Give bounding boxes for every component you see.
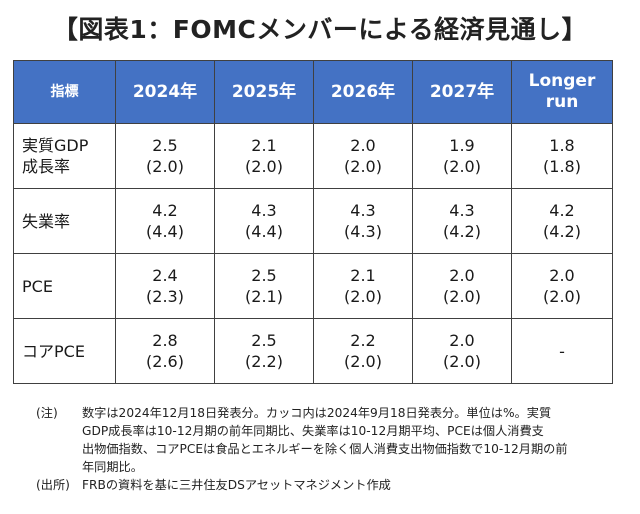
previous-projection-value: (2.0) xyxy=(443,352,481,371)
table-row: コアPCE 2.8 (2.6) 2.5 (2.2) 2.2 (2.0) 2.0 (2.0) - xyxy=(13,318,613,384)
fomc-projection-table: 指標 2024年 2025年 2026年 2027年 Longer run 実質… xyxy=(13,60,613,384)
projection-value: 2.4 xyxy=(152,266,178,285)
header-longer-run-line: run xyxy=(545,92,579,112)
previous-projection-value: (4.3) xyxy=(344,222,382,241)
projection-value: 2.0 xyxy=(350,136,376,155)
row-label: 失業率 xyxy=(13,188,116,254)
row-label-line: PCE xyxy=(22,276,53,296)
row-label-line: 失業率 xyxy=(22,211,71,231)
table-cell: 2.5 (2.0) xyxy=(115,123,215,189)
table-row: 実質GDP 成長率 2.5 (2.0) 2.1 (2.0) 2.0 (2.0) 1.9 (2.0)… xyxy=(13,123,613,189)
header-2026: 2026年 xyxy=(313,60,413,124)
projection-value: 4.2 xyxy=(152,201,178,220)
header-longer-run: Longer run xyxy=(511,60,613,124)
previous-projection-value: (4.2) xyxy=(543,222,581,241)
note-body: 数字は2024年12月18日発表分。カッコ内は2024年9月18日発表分。単位は… xyxy=(82,404,626,476)
table-cell: 2.4 (2.3) xyxy=(115,253,215,319)
table-cell: 4.2 (4.2) xyxy=(511,188,613,254)
projection-value: 2.2 xyxy=(350,331,376,350)
previous-projection-value: (2.0) xyxy=(543,287,581,306)
table-header-row: 指標 2024年 2025年 2026年 2027年 Longer run xyxy=(13,60,613,124)
table-cell: - xyxy=(511,318,613,384)
note-line: 数字は2024年12月18日発表分。カッコ内は2024年9月18日発表分。単位は… xyxy=(82,406,552,420)
row-label-line: 実質GDP xyxy=(22,136,89,155)
row-label: 実質GDP 成長率 xyxy=(13,123,116,189)
table-cell: 2.5 (2.2) xyxy=(214,318,314,384)
table-cell: 2.0 (2.0) xyxy=(412,253,512,319)
header-indicator: 指標 xyxy=(13,60,116,124)
projection-value: 4.2 xyxy=(549,201,575,220)
projection-value: 2.0 xyxy=(549,266,575,285)
projection-value: 4.3 xyxy=(251,201,277,220)
figure-title: 【図表1：FOMCメンバーによる経済見通し】 xyxy=(52,15,588,44)
projection-value: 2.0 xyxy=(449,266,475,285)
table-row: PCE 2.4 (2.3) 2.5 (2.1) 2.1 (2.0) 2.0 (2.0) 2.0 (2… xyxy=(13,253,613,319)
header-2027: 2027年 xyxy=(412,60,512,124)
previous-projection-value: (2.0) xyxy=(443,287,481,306)
table-cell: 4.3 (4.3) xyxy=(313,188,413,254)
table-cell: 2.1 (2.0) xyxy=(313,253,413,319)
row-label-line: 成長率 xyxy=(22,157,71,176)
projection-value: 1.8 xyxy=(549,136,575,155)
footnotes: (注) 数字は2024年12月18日発表分。カッコ内は2024年9月18日発表分… xyxy=(36,404,626,494)
table-cell: 4.2 (4.4) xyxy=(115,188,215,254)
projection-value: 2.5 xyxy=(251,331,277,350)
previous-projection-value: (1.8) xyxy=(543,157,581,176)
table-cell: 1.9 (2.0) xyxy=(412,123,512,189)
projection-value: 2.0 xyxy=(449,331,475,350)
projection-value: 2.1 xyxy=(251,136,277,155)
table-cell: 2.5 (2.1) xyxy=(214,253,314,319)
projection-value: 2.5 xyxy=(251,266,277,285)
table-cell: 4.3 (4.2) xyxy=(412,188,512,254)
table-cell: 2.0 (2.0) xyxy=(313,123,413,189)
note-line: GDP成長率は10-12月期の前年同期比、失業率は10-12月期平均、PCEは個… xyxy=(82,424,544,438)
previous-projection-value: (2.0) xyxy=(443,157,481,176)
note-line: 出物価指数、コアPCEは食品とエネルギーを除く個人消費支出物価指数で10-12月… xyxy=(82,442,568,456)
table-cell: 2.0 (2.0) xyxy=(511,253,613,319)
projection-value: - xyxy=(559,341,565,361)
previous-projection-value: (2.3) xyxy=(146,287,184,306)
previous-projection-value: (4.2) xyxy=(443,222,481,241)
source-head: (出所) xyxy=(36,478,70,492)
previous-projection-value: (2.0) xyxy=(245,157,283,176)
previous-projection-value: (2.0) xyxy=(344,157,382,176)
projection-value: 2.1 xyxy=(350,266,376,285)
previous-projection-value: (2.1) xyxy=(245,287,283,306)
table-row: 失業率 4.2 (4.4) 4.3 (4.4) 4.3 (4.3) 4.3 (4.2) 4.2 (4… xyxy=(13,188,613,254)
projection-value: 1.9 xyxy=(449,136,475,155)
projection-value: 4.3 xyxy=(449,201,475,220)
projection-value: 4.3 xyxy=(350,201,376,220)
previous-projection-value: (2.6) xyxy=(146,352,184,371)
note-head: (注) xyxy=(36,406,58,420)
table-cell: 4.3 (4.4) xyxy=(214,188,314,254)
table-cell: 2.2 (2.0) xyxy=(313,318,413,384)
table-cell: 2.8 (2.6) xyxy=(115,318,215,384)
header-2024: 2024年 xyxy=(115,60,215,124)
table-cell: 2.1 (2.0) xyxy=(214,123,314,189)
previous-projection-value: (2.2) xyxy=(245,352,283,371)
row-label: PCE xyxy=(13,253,116,319)
header-2025: 2025年 xyxy=(214,60,314,124)
row-label: コアPCE xyxy=(13,318,116,384)
previous-projection-value: (2.0) xyxy=(344,352,382,371)
table-cell: 2.0 (2.0) xyxy=(412,318,512,384)
source-row: (出所) FRBの資料を基に三井住友DSアセットマネジメント作成 xyxy=(36,476,626,494)
row-label-line: コアPCE xyxy=(22,341,85,361)
header-longer-run-line: Longer xyxy=(528,71,596,91)
projection-value: 2.8 xyxy=(152,331,178,350)
previous-projection-value: (4.4) xyxy=(245,222,283,241)
projection-value: 2.5 xyxy=(152,136,178,155)
previous-projection-value: (2.0) xyxy=(146,157,184,176)
note-line: 年同期比。 xyxy=(82,460,143,474)
note-row: (注) 数字は2024年12月18日発表分。カッコ内は2024年9月18日発表分… xyxy=(36,404,626,476)
source-text: FRBの資料を基に三井住友DSアセットマネジメント作成 xyxy=(82,478,391,492)
previous-projection-value: (2.0) xyxy=(344,287,382,306)
previous-projection-value: (4.4) xyxy=(146,222,184,241)
table-cell: 1.8 (1.8) xyxy=(511,123,613,189)
